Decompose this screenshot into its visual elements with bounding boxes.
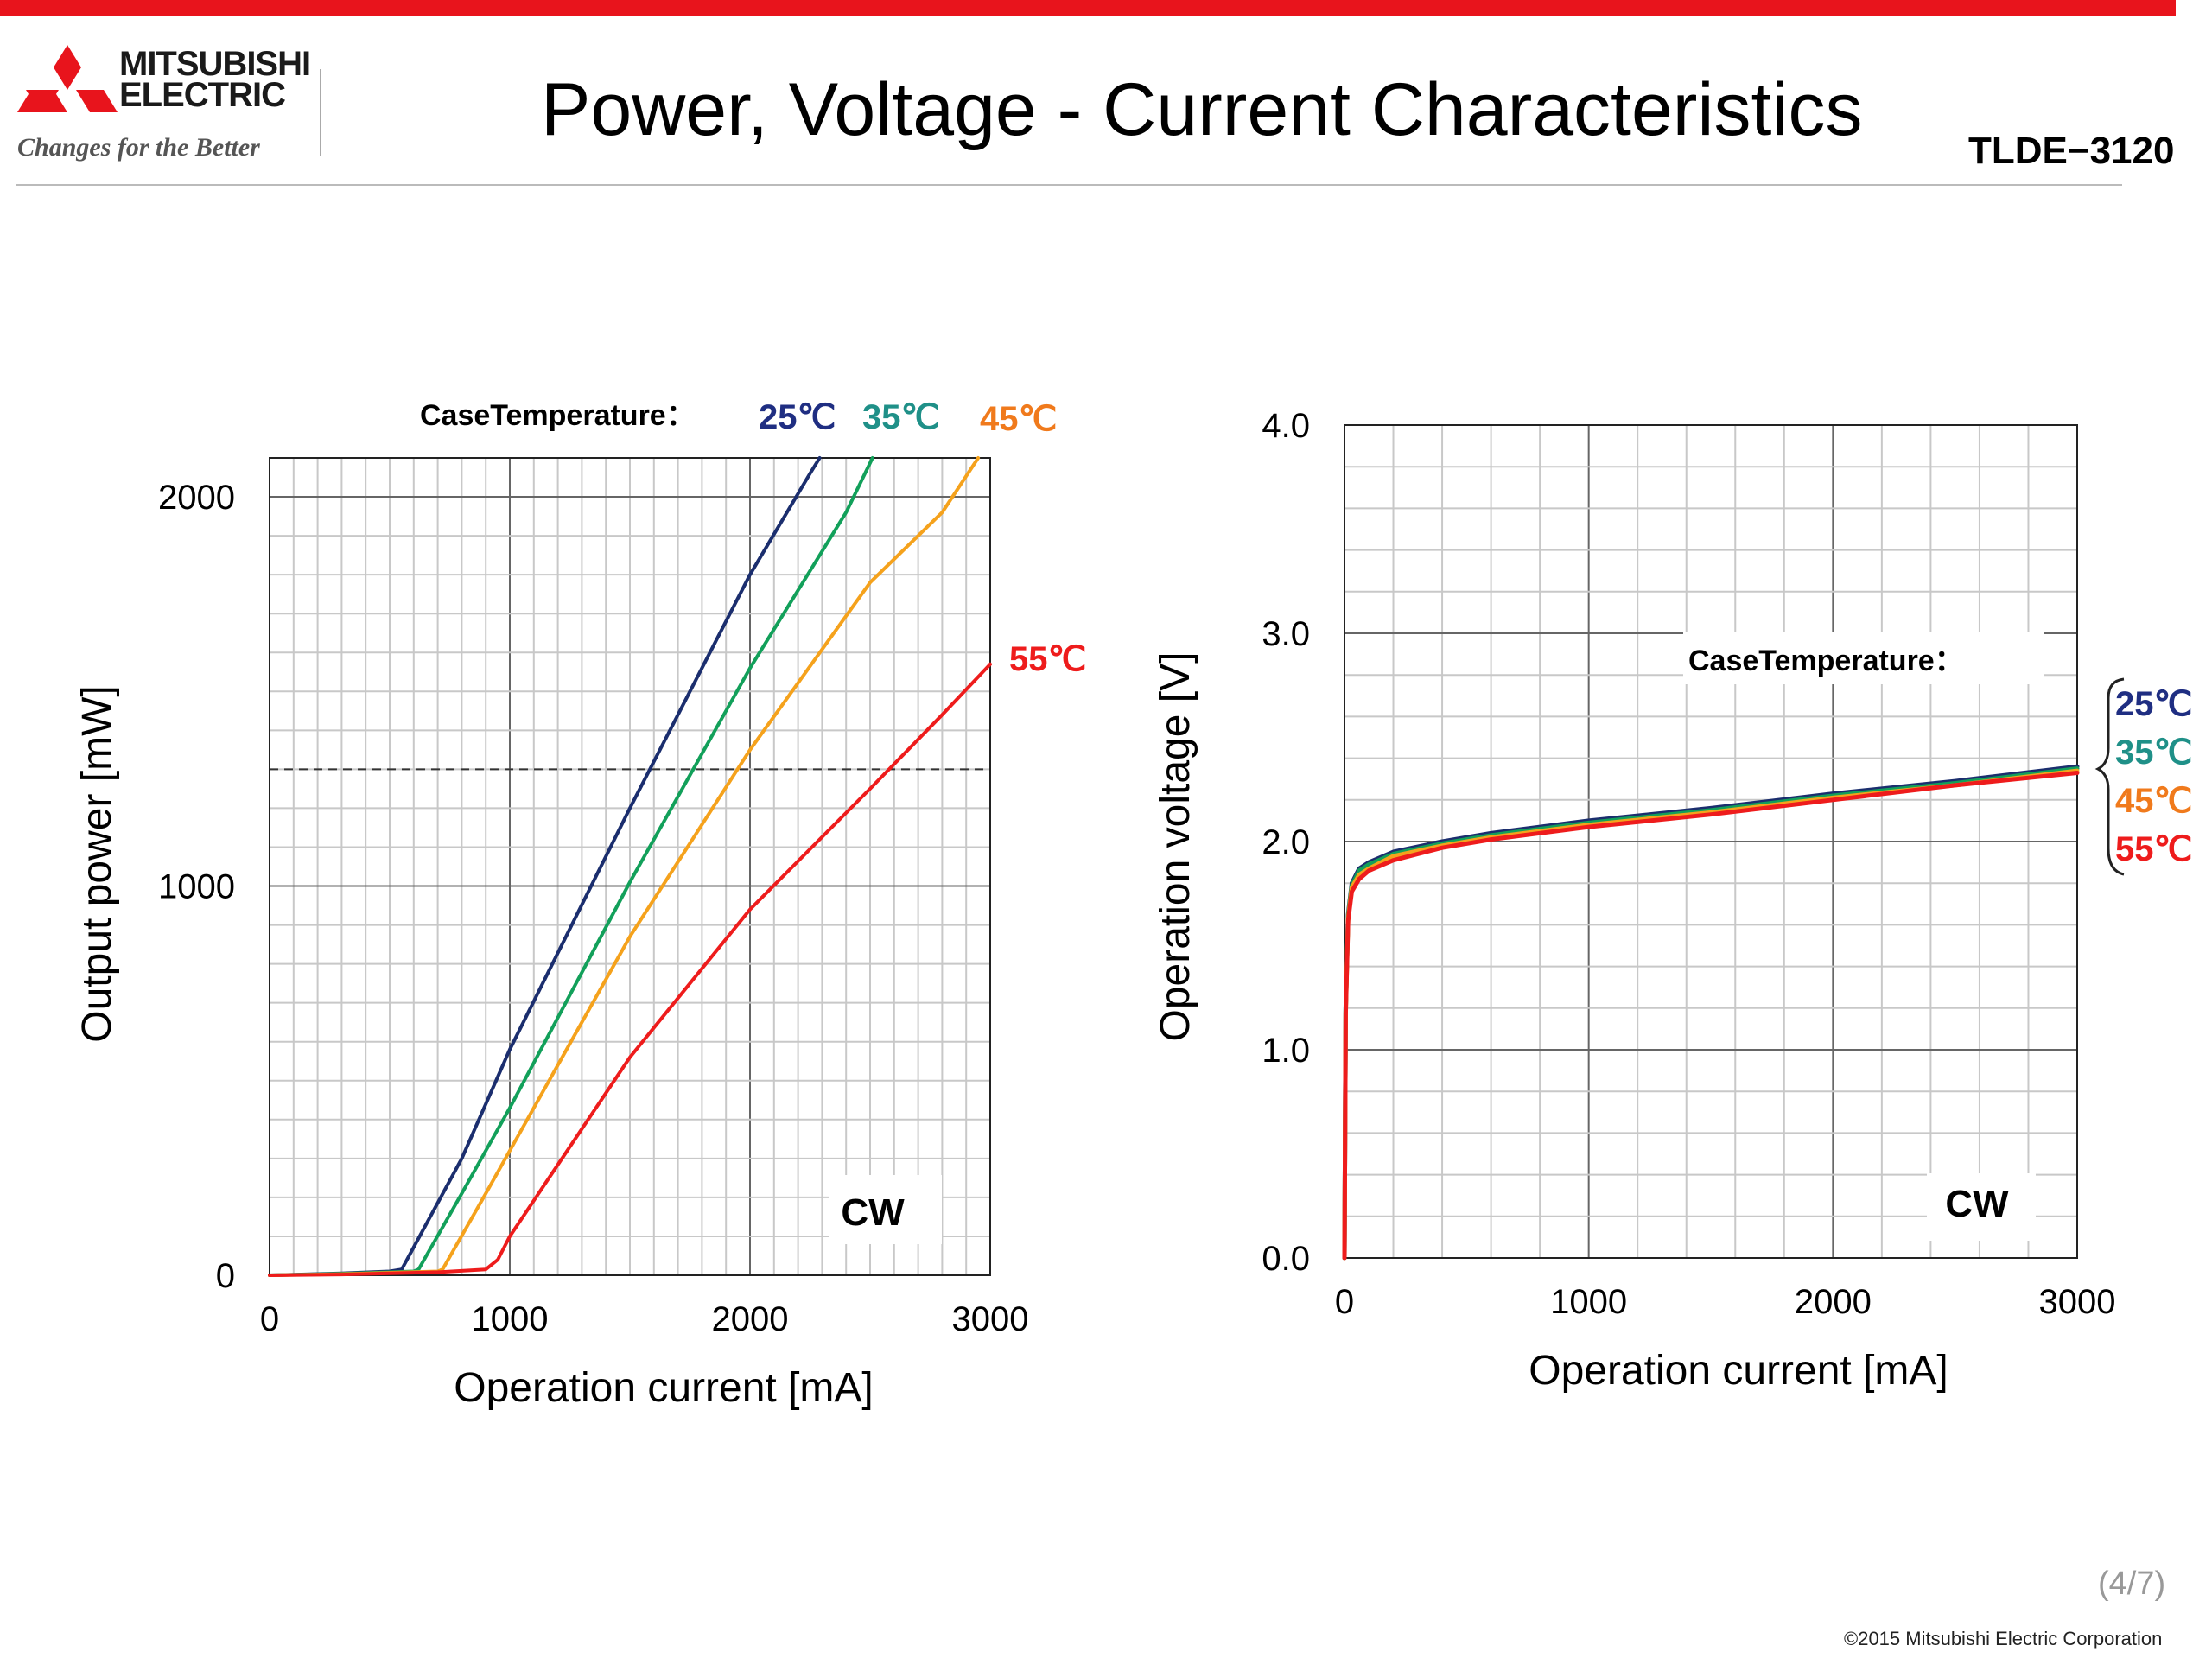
logo-line1: MITSUBISHI: [119, 45, 311, 83]
logo-wordmark: MITSUBISHI ELECTRIC: [119, 45, 311, 114]
series-line: [268, 456, 981, 1277]
voltage-cw-annotation: CW: [1945, 1183, 2009, 1225]
model-number: TLDE−3120: [1968, 130, 2175, 172]
three-diamonds-icon: [17, 45, 118, 112]
voltage-chart-frame: [1344, 424, 2078, 1259]
legend-brace: [2094, 677, 2125, 876]
copyright: ©2015 Mitsubishi Electric Corporation: [1844, 1628, 2163, 1649]
logo-tagline: Changes for the Better: [17, 133, 260, 162]
voltage-current-chart: 0 1000 2000 3000 0.0 1.0 2.0 3.0 4.0 Operation …: [1153, 407, 2192, 1394]
power-legend: 25℃ 35℃ 45℃ 55℃: [759, 398, 1086, 678]
series-line: [268, 456, 874, 1277]
voltage-legend: 25℃ 35℃ 45℃ 55℃: [2115, 685, 2192, 868]
x-tick-label: 0: [260, 1300, 279, 1338]
voltage-legend-title: CaseTemperature：: [1688, 645, 1964, 677]
logo-line2: ELECTRIC: [119, 76, 286, 114]
legend-entry: 25℃: [759, 398, 836, 436]
y-tick-label: 0: [216, 1257, 235, 1295]
y-tick-label: 0.0: [1262, 1240, 1310, 1278]
y-tick-label: 1000: [158, 868, 235, 906]
voltage-cw-box: [1927, 1173, 2036, 1241]
company-logo: MITSUBISHI ELECTRIC Changes for the Bett…: [16, 43, 327, 168]
legend-entry: 35℃: [2115, 734, 2192, 772]
top-accent-bar: [0, 0, 2176, 16]
power-cw-annotation: CW: [841, 1191, 905, 1234]
voltage-y-axis-label: Operation voltage [V]: [1153, 652, 1198, 1042]
x-tick-label: 1000: [1550, 1283, 1627, 1321]
legend-entry: 55℃: [2115, 830, 2192, 868]
power-cw-box: [830, 1175, 942, 1244]
power-y-axis-label: Output power [mW]: [74, 685, 120, 1042]
x-tick-label: 2000: [712, 1300, 789, 1338]
x-tick-label: 2000: [1795, 1283, 1872, 1321]
logo-separator: [320, 69, 321, 156]
legend-entry: 25℃: [2115, 685, 2192, 723]
legend-entry: 55℃: [1009, 640, 1086, 678]
x-tick-label: 3000: [952, 1300, 1029, 1338]
x-tick-label: 3000: [2039, 1283, 2116, 1321]
legend-entry: 45℃: [980, 400, 1057, 438]
voltage-legend-title-box: [1683, 632, 2044, 684]
power-y-ticks: 0 1000 2000: [158, 479, 235, 1295]
power-chart-grid: [269, 457, 991, 1276]
y-tick-label: 3.0: [1262, 615, 1310, 653]
y-tick-label: 2.0: [1262, 823, 1310, 861]
page-title: Power, Voltage - Current Characteristics: [541, 68, 1863, 151]
voltage-x-ticks: 0 1000 2000 3000: [1335, 1283, 2116, 1321]
x-tick-label: 1000: [472, 1300, 549, 1338]
power-current-chart: 0 1000 2000 3000 0 1000 2000 Operation curren…: [74, 398, 1086, 1411]
series-line: [1342, 771, 2080, 1261]
series-line: [268, 456, 822, 1277]
legend-entry: 45℃: [2115, 782, 2192, 820]
y-tick-label: 2000: [158, 479, 235, 517]
page-number: (4/7): [2098, 1566, 2166, 1602]
header-divider: [16, 184, 2122, 186]
y-tick-label: 4.0: [1262, 407, 1310, 445]
voltage-x-axis-label: Operation current [mA]: [1529, 1348, 1948, 1394]
series-line: [268, 662, 992, 1277]
power-x-ticks: 0 1000 2000 3000: [260, 1300, 1029, 1338]
voltage-y-ticks: 0.0 1.0 2.0 3.0 4.0: [1262, 407, 1310, 1278]
power-legend-title: CaseTemperature：: [420, 399, 696, 432]
power-chart-frame: [269, 457, 991, 1276]
voltage-series-group: [1342, 764, 2080, 1261]
legend-entry: 35℃: [862, 398, 939, 436]
power-series-group: [268, 456, 992, 1277]
x-tick-label: 0: [1335, 1283, 1354, 1321]
power-x-axis-label: Operation current [mA]: [454, 1365, 874, 1411]
y-tick-label: 1.0: [1262, 1032, 1310, 1070]
